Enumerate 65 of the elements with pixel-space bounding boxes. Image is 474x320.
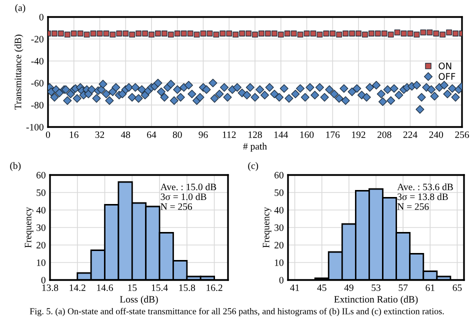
x-tick-label: 14.2 [70, 284, 86, 292]
x-tick-label: 16.2 [206, 284, 222, 292]
y-tick-label: 20 [36, 242, 46, 248]
y-tick-label: 60 [274, 172, 284, 178]
y-tick-label: -100 [26, 124, 44, 130]
x-tick-label: 240 [429, 131, 444, 138]
y-tick-label: 10 [36, 259, 46, 266]
x-tick-label: 16 [70, 131, 78, 138]
x-tick-label: 15 [128, 284, 137, 292]
y-tick-label: 40 [274, 206, 284, 214]
x-tick-label: 160 [300, 131, 314, 138]
x-tick-label: 80 [172, 131, 182, 138]
x-tick-label: 0 [46, 131, 50, 138]
y-tick-label: 60 [36, 172, 46, 178]
x-axis-title: # path [243, 142, 267, 152]
y-tick-label: 30 [36, 224, 46, 231]
x-tick-label: 128 [248, 131, 262, 138]
y-tick-label: -60 [31, 80, 44, 86]
x-tick-label: 112 [222, 131, 236, 138]
chart-title: (c) [248, 162, 258, 171]
caption: Fig. 5. (a) On-state and off-state transmittance for all 256 paths, and histograms of (b) ILs and (c) extinction ratios. [30, 308, 444, 316]
x-tick-label: 176 [326, 131, 340, 138]
y-tick-label: 20 [274, 242, 284, 248]
x-tick-label: 256 [455, 131, 469, 138]
x-tick-label: 96 [198, 131, 208, 138]
x-tick-label: 14.6 [97, 284, 113, 292]
legend-label: OFF [438, 73, 456, 80]
chart-title: (a) [15, 4, 26, 13]
y-tick-label: 0 [39, 14, 44, 20]
x-tick-label: 15.8 [179, 284, 196, 292]
x-tick-label: 208 [378, 131, 392, 138]
annotation: Ave. : 15.0 dB 3σ = 1.0 dB N = 256 [160, 183, 216, 210]
x-tick-label: 32 [95, 131, 104, 138]
annotation: Ave. : 53.6 dB 3σ = 13.8 dB N = 256 [397, 183, 453, 210]
x-tick-label: 41 [290, 284, 300, 291]
x-tick-label: 48 [120, 131, 130, 138]
y-tick-label: -40 [31, 58, 44, 64]
x-tick-label: 49 [344, 284, 354, 292]
y-tick-label: 0 [279, 276, 284, 284]
chart-title: (b) [10, 162, 21, 171]
y-tick-label: -80 [31, 102, 44, 108]
y-axis-title: Transmittance (dB) [14, 34, 24, 110]
y-axis-title: Frequency [262, 207, 272, 248]
x-tick-label: 192 [352, 131, 366, 138]
y-tick-label: 10 [274, 259, 284, 266]
x-tick-label: 144 [274, 131, 288, 138]
x-tick-label: 65 [452, 284, 462, 292]
x-tick-label: 13.8 [42, 284, 58, 292]
x-tick-label: 64 [147, 131, 156, 138]
y-tick-label: 40 [36, 206, 46, 214]
x-tick-label: 15.4 [152, 284, 168, 292]
y-tick-label: 0 [41, 276, 46, 284]
y-tick-label: 50 [36, 189, 46, 196]
y-tick-label: 50 [274, 189, 284, 196]
y-tick-label: -20 [31, 36, 44, 42]
x-axis-title: Extinction Ratio (dB) [334, 296, 418, 305]
x-tick-label: 57 [398, 284, 408, 292]
x-tick-label: 224 [403, 131, 418, 138]
y-axis-title: Frequency [24, 207, 34, 248]
x-tick-label: 61 [426, 284, 434, 292]
legend-label: ON [438, 62, 452, 70]
x-tick-label: 45 [317, 284, 326, 292]
x-tick-label: 53 [372, 284, 380, 292]
y-tick-label: 30 [274, 224, 284, 231]
x-axis-title: Loss (dB) [120, 296, 158, 305]
